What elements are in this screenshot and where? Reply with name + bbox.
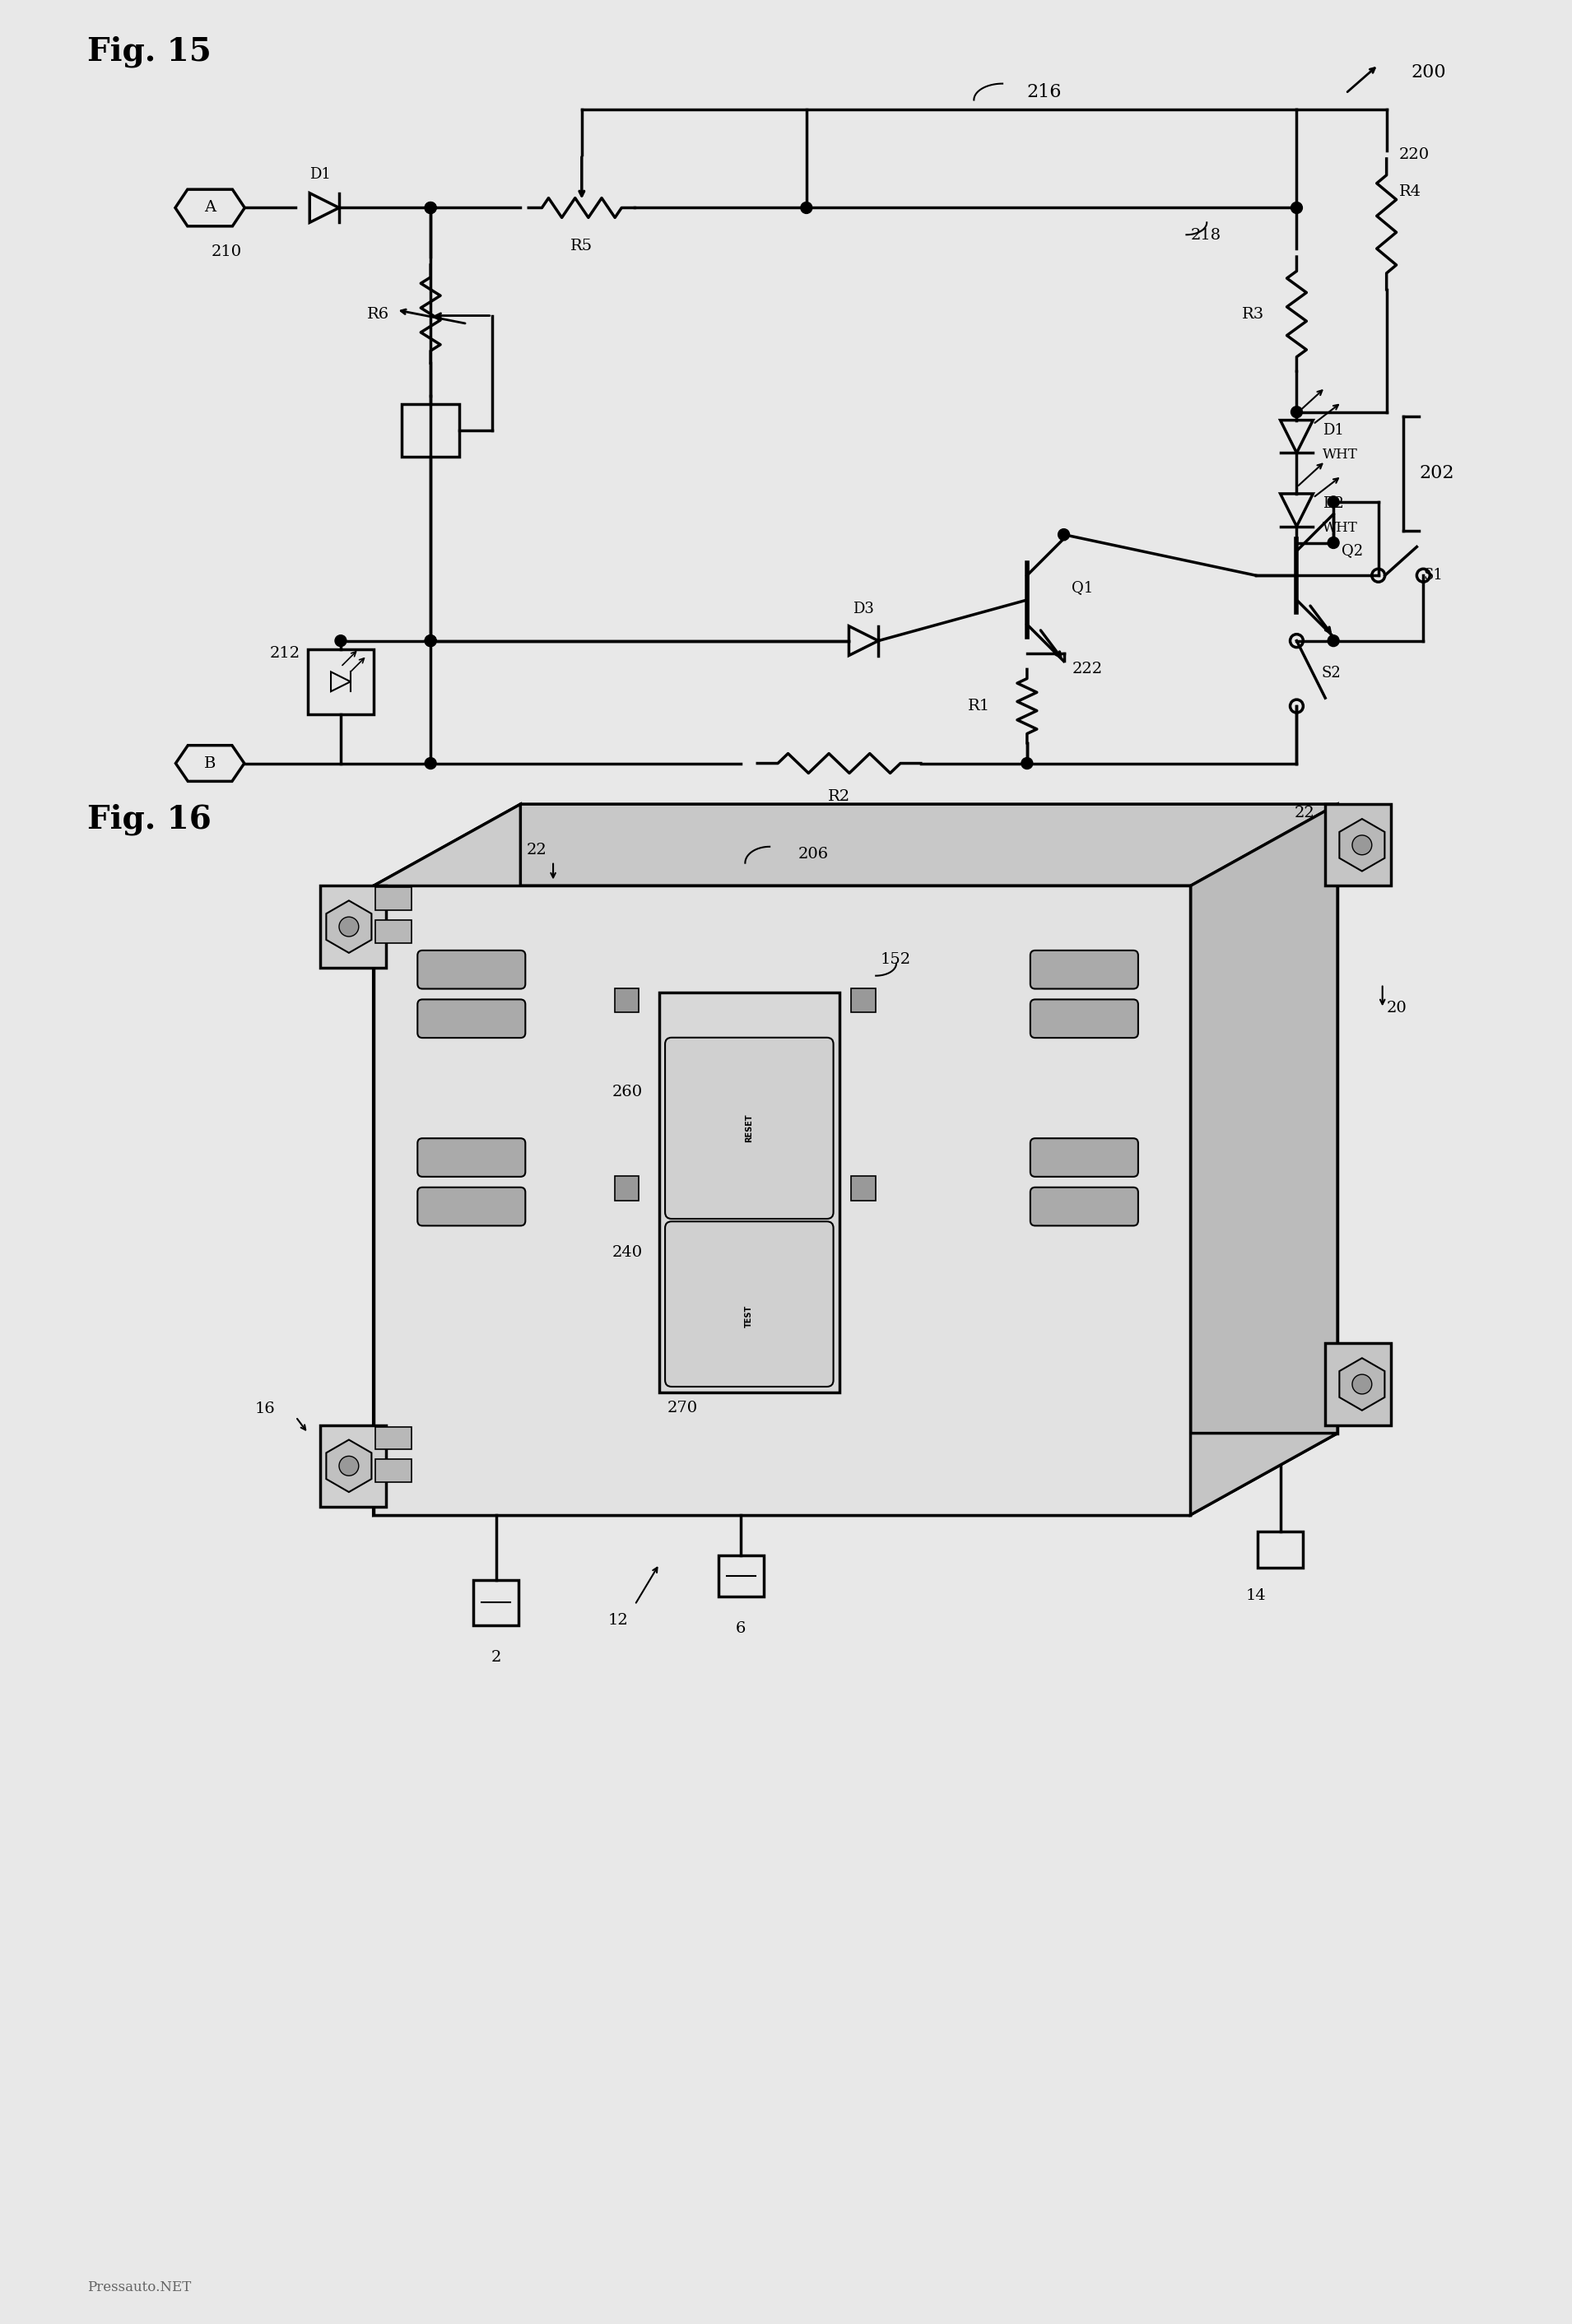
Bar: [718, 1555, 764, 1597]
Text: Fig. 16: Fig. 16: [88, 804, 212, 837]
Circle shape: [1328, 537, 1339, 548]
Text: R3: R3: [1242, 307, 1264, 321]
Text: Q1: Q1: [1072, 581, 1094, 595]
Text: D2: D2: [1322, 495, 1344, 511]
Text: 16: 16: [255, 1401, 275, 1415]
Text: 222: 222: [1072, 662, 1102, 676]
Polygon shape: [1325, 804, 1391, 885]
Text: 14: 14: [1245, 1590, 1265, 1604]
Bar: [374, 885, 1190, 1515]
Bar: [615, 1176, 638, 1202]
Bar: [852, 1176, 876, 1202]
Text: S2: S2: [1320, 667, 1341, 681]
Text: R6: R6: [368, 307, 390, 321]
Text: R2: R2: [828, 790, 850, 804]
Text: 12: 12: [608, 1613, 629, 1627]
Circle shape: [1291, 202, 1302, 214]
Text: WHT: WHT: [1322, 449, 1358, 462]
Bar: [402, 404, 459, 458]
Bar: [852, 988, 876, 1013]
Bar: [374, 885, 1190, 1515]
Text: R5: R5: [571, 239, 593, 253]
Text: 206: 206: [799, 846, 828, 862]
Circle shape: [340, 918, 358, 937]
Polygon shape: [374, 804, 520, 1515]
Polygon shape: [321, 1425, 385, 1506]
Circle shape: [1352, 834, 1372, 855]
Circle shape: [1022, 758, 1033, 769]
Polygon shape: [321, 885, 385, 967]
Text: 212: 212: [269, 646, 300, 660]
Text: 22: 22: [527, 844, 547, 858]
FancyBboxPatch shape: [665, 1037, 833, 1218]
Circle shape: [1328, 634, 1339, 646]
Circle shape: [1328, 497, 1339, 507]
Polygon shape: [520, 804, 1338, 1434]
FancyBboxPatch shape: [418, 1139, 525, 1176]
Polygon shape: [1190, 804, 1338, 1515]
Text: 202: 202: [1420, 465, 1454, 483]
Bar: [615, 988, 638, 1013]
Text: D1: D1: [310, 167, 332, 181]
Text: 2: 2: [490, 1650, 501, 1664]
Circle shape: [424, 202, 437, 214]
Polygon shape: [374, 804, 1338, 885]
Circle shape: [1352, 1373, 1372, 1394]
FancyBboxPatch shape: [418, 999, 525, 1039]
Circle shape: [424, 634, 437, 646]
FancyBboxPatch shape: [665, 1222, 833, 1387]
Circle shape: [800, 202, 813, 214]
Text: Q2: Q2: [1341, 544, 1363, 558]
Text: 270: 270: [668, 1401, 698, 1415]
Circle shape: [1058, 530, 1069, 539]
Bar: [376, 1427, 412, 1450]
Text: Pressauto.NET: Pressauto.NET: [88, 2280, 192, 2294]
FancyBboxPatch shape: [418, 951, 525, 988]
Bar: [473, 1580, 519, 1624]
FancyBboxPatch shape: [1030, 1188, 1138, 1225]
Bar: [376, 888, 412, 911]
FancyBboxPatch shape: [1030, 951, 1138, 988]
Circle shape: [424, 758, 437, 769]
Bar: [308, 648, 374, 713]
Bar: [1258, 1532, 1303, 1569]
Text: TEST: TEST: [745, 1306, 753, 1327]
Text: S1: S1: [1423, 567, 1443, 583]
Text: B: B: [204, 755, 215, 772]
Text: RESET: RESET: [745, 1113, 753, 1143]
Circle shape: [424, 202, 437, 214]
Text: 218: 218: [1190, 228, 1221, 244]
Text: 152: 152: [880, 953, 910, 967]
Text: 220: 220: [1399, 146, 1429, 163]
FancyBboxPatch shape: [418, 1188, 525, 1225]
Text: 22: 22: [1295, 806, 1316, 820]
Text: Fig. 15: Fig. 15: [88, 37, 212, 67]
Circle shape: [424, 634, 437, 646]
Text: 260: 260: [613, 1085, 643, 1099]
Text: D3: D3: [854, 602, 874, 616]
Circle shape: [335, 634, 346, 646]
Text: R4: R4: [1399, 184, 1421, 200]
Bar: [659, 992, 839, 1392]
Text: 20: 20: [1387, 1002, 1407, 1016]
Text: A: A: [204, 200, 215, 216]
FancyBboxPatch shape: [1030, 1139, 1138, 1176]
Text: 210: 210: [211, 244, 242, 260]
Circle shape: [340, 1457, 358, 1476]
Polygon shape: [374, 1434, 1338, 1515]
Text: D1: D1: [1322, 423, 1344, 437]
Text: 200: 200: [1412, 63, 1446, 81]
Text: 6: 6: [736, 1622, 747, 1636]
Text: WHT: WHT: [1322, 521, 1358, 535]
Bar: [376, 1459, 412, 1483]
Text: 216: 216: [1027, 84, 1063, 102]
Bar: [376, 920, 412, 944]
Circle shape: [1291, 407, 1302, 418]
Text: R1: R1: [968, 700, 990, 713]
Polygon shape: [1325, 1343, 1391, 1425]
FancyBboxPatch shape: [1030, 999, 1138, 1039]
Text: 240: 240: [613, 1246, 643, 1260]
